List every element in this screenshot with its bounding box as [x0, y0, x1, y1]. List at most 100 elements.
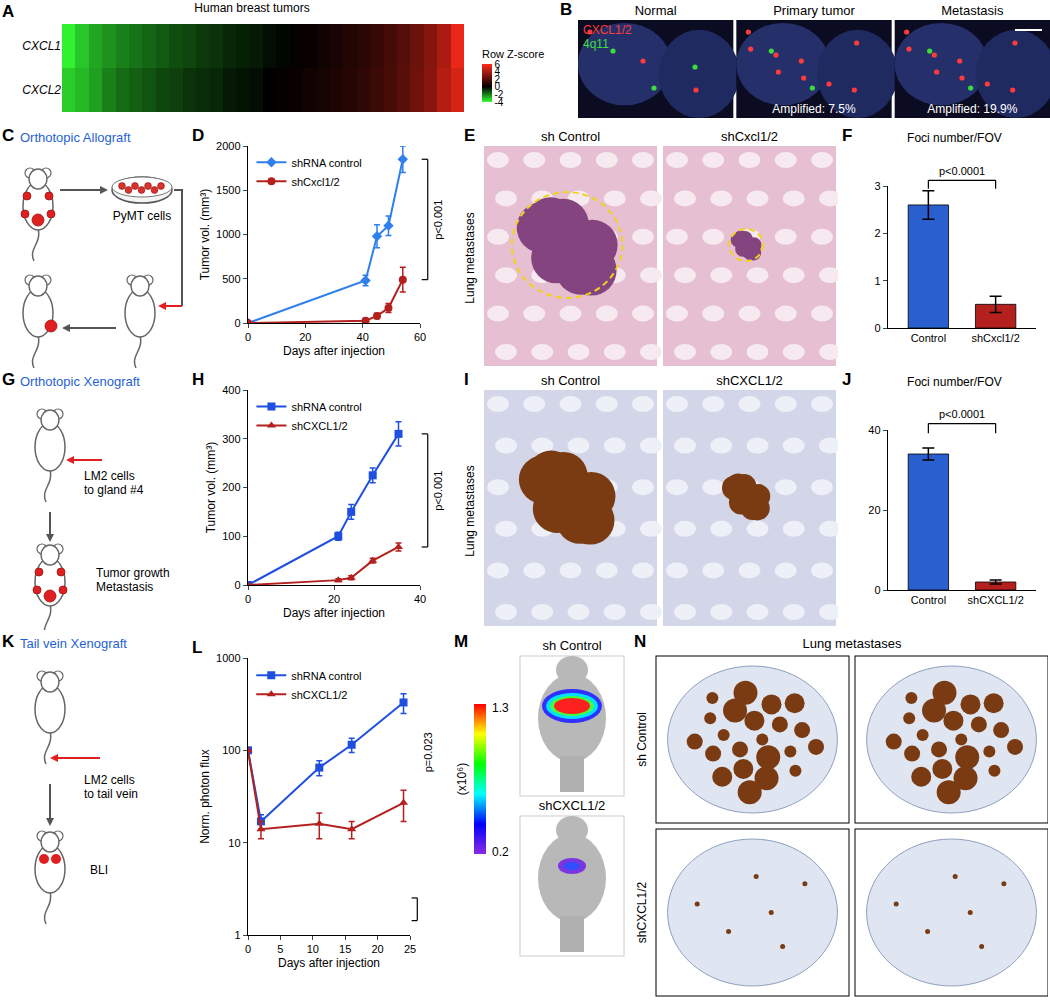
svg-text:Tumor growth: Tumor growth — [96, 566, 170, 580]
svg-text:Metastasis: Metastasis — [941, 3, 1004, 18]
svg-text:2000: 2000 — [216, 140, 240, 152]
svg-text:Tail vein Xenograft: Tail vein Xenograft — [20, 636, 127, 651]
svg-text:shCXCL1/2: shCXCL1/2 — [291, 420, 347, 432]
svg-text:shRNA control: shRNA control — [291, 401, 361, 413]
svg-text:20: 20 — [328, 593, 340, 605]
svg-text:Metastasis: Metastasis — [96, 580, 153, 594]
svg-text:Primary tumor: Primary tumor — [773, 3, 855, 18]
svg-text:1: 1 — [874, 275, 880, 287]
svg-text:Days after injection: Days after injection — [278, 956, 380, 970]
svg-text:Control: Control — [911, 594, 946, 606]
svg-text:Foci number/FOV: Foci number/FOV — [907, 131, 1002, 145]
svg-text:0: 0 — [234, 317, 240, 329]
svg-text:Orthotopic Allograft: Orthotopic Allograft — [20, 130, 131, 145]
svg-text:LM2 cells: LM2 cells — [84, 773, 135, 787]
svg-text:Amplified: 7.5%: Amplified: 7.5% — [772, 102, 856, 116]
svg-text:sh Control: sh Control — [541, 373, 600, 388]
svg-text:(x10⁶): (x10⁶) — [455, 763, 469, 795]
svg-text:CXCL2: CXCL2 — [22, 83, 61, 97]
svg-text:Orthotopic Xenograft: Orthotopic Xenograft — [20, 374, 140, 389]
svg-text:0: 0 — [234, 579, 240, 591]
svg-text:Control: Control — [911, 332, 946, 344]
svg-text:10: 10 — [307, 943, 319, 955]
svg-text:PyMT cells: PyMT cells — [113, 209, 171, 223]
svg-text:40: 40 — [868, 424, 880, 436]
svg-text:CXCL1/2: CXCL1/2 — [583, 23, 632, 37]
svg-text:6: 6 — [495, 59, 501, 70]
svg-text:to gland #4: to gland #4 — [84, 483, 144, 497]
svg-text:0: 0 — [495, 81, 501, 92]
svg-text:-4: -4 — [495, 97, 504, 108]
svg-text:Lung metastases: Lung metastases — [802, 636, 902, 651]
svg-text:LM2 cells: LM2 cells — [84, 469, 135, 483]
svg-text:p<0.0001: p<0.0001 — [939, 165, 985, 177]
svg-text:p=0.023: p=0.023 — [422, 732, 434, 772]
svg-text:15: 15 — [339, 943, 351, 955]
svg-text:200: 200 — [222, 481, 240, 493]
svg-text:Human breast tumors: Human breast tumors — [194, 1, 309, 15]
svg-text:2: 2 — [874, 227, 880, 239]
svg-text:shCXCL1/2: shCXCL1/2 — [635, 881, 649, 943]
svg-text:shRNA control: shRNA control — [291, 670, 361, 682]
svg-text:100: 100 — [222, 744, 240, 756]
svg-text:4q11: 4q11 — [583, 37, 609, 51]
svg-text:5: 5 — [277, 943, 283, 955]
svg-text:0: 0 — [874, 584, 880, 596]
svg-text:Lung metastases: Lung metastases — [463, 465, 477, 556]
svg-text:3: 3 — [874, 180, 880, 192]
svg-text:Row Z-score: Row Z-score — [482, 48, 544, 60]
svg-text:20: 20 — [868, 504, 880, 516]
svg-text:p<0.001: p<0.001 — [432, 471, 444, 511]
svg-text:Tumor vol. (mm³): Tumor vol. (mm³) — [204, 442, 218, 534]
svg-text:0: 0 — [245, 331, 251, 343]
svg-text:Amplified: 19.9%: Amplified: 19.9% — [927, 102, 1017, 116]
svg-text:25: 25 — [404, 943, 416, 955]
svg-text:1: 1 — [234, 929, 240, 941]
svg-text:shCXCL1/2: shCXCL1/2 — [291, 689, 347, 701]
svg-text:0: 0 — [874, 322, 880, 334]
svg-text:1500: 1500 — [216, 184, 240, 196]
svg-text:0: 0 — [245, 943, 251, 955]
svg-text:100: 100 — [222, 530, 240, 542]
svg-text:BLI: BLI — [90, 863, 108, 877]
svg-text:0.2: 0.2 — [492, 845, 509, 859]
svg-text:500: 500 — [222, 273, 240, 285]
svg-text:shCxcl1/2: shCxcl1/2 — [971, 332, 1019, 344]
svg-text:40: 40 — [414, 593, 426, 605]
svg-text:shCxcl1/2: shCxcl1/2 — [721, 129, 778, 144]
svg-text:sh Control: sh Control — [635, 712, 649, 767]
svg-text:shCXCL1/2: shCXCL1/2 — [968, 594, 1024, 606]
svg-text:sh Control: sh Control — [542, 638, 601, 653]
svg-text:CXCL1: CXCL1 — [22, 39, 61, 53]
svg-text:Normal: Normal — [635, 3, 677, 18]
svg-text:Tumor vol. (mm³): Tumor vol. (mm³) — [198, 189, 212, 281]
svg-text:1000: 1000 — [216, 652, 240, 664]
svg-text:4: 4 — [495, 66, 501, 77]
svg-text:to tail vein: to tail vein — [84, 787, 138, 801]
svg-text:p<0.0001: p<0.0001 — [939, 408, 985, 420]
svg-text:shRNA control: shRNA control — [291, 157, 361, 169]
svg-text:1000: 1000 — [216, 228, 240, 240]
svg-text:p<0.001: p<0.001 — [432, 200, 444, 240]
svg-text:-2: -2 — [495, 89, 504, 100]
svg-text:300: 300 — [222, 433, 240, 445]
svg-text:Foci number/FOV: Foci number/FOV — [907, 375, 1002, 389]
svg-text:Days after injection: Days after injection — [283, 606, 385, 620]
html-text:M: M — [454, 632, 469, 651]
svg-text:1.3: 1.3 — [492, 701, 509, 715]
svg-text:shCxcl1/2: shCxcl1/2 — [291, 176, 339, 188]
svg-text:2: 2 — [495, 74, 501, 85]
svg-text:20: 20 — [299, 331, 311, 343]
svg-text:10: 10 — [228, 837, 240, 849]
svg-text:sh Control: sh Control — [541, 129, 600, 144]
svg-text:20: 20 — [371, 943, 383, 955]
svg-text:Lung metastases: Lung metastases — [463, 212, 477, 303]
svg-text:Days after injection: Days after injection — [283, 344, 385, 358]
svg-text:40: 40 — [357, 331, 369, 343]
svg-text:60: 60 — [414, 331, 426, 343]
svg-text:shCXCL1/2: shCXCL1/2 — [539, 798, 605, 813]
svg-text:shCXCL1/2: shCXCL1/2 — [716, 373, 782, 388]
svg-text:400: 400 — [222, 384, 240, 396]
svg-text:0: 0 — [245, 593, 251, 605]
svg-text:Norm. photon flux: Norm. photon flux — [198, 749, 212, 844]
